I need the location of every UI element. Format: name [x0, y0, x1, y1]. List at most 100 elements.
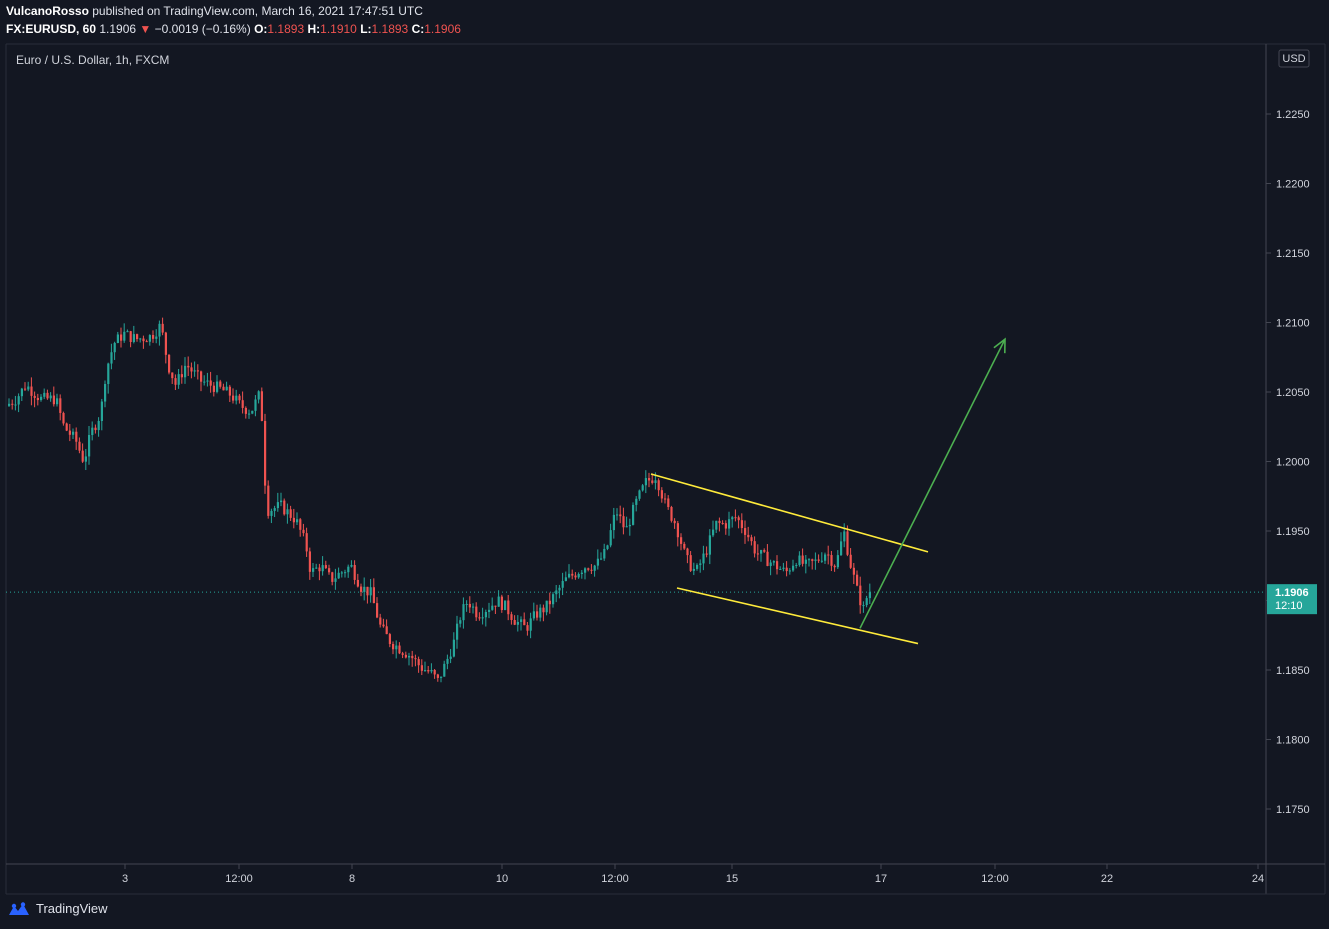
candle-body	[440, 676, 443, 678]
candle-body	[737, 517, 740, 521]
candle-body	[712, 529, 715, 536]
candle-body	[667, 498, 670, 508]
candle-body	[481, 617, 484, 619]
candle-body	[715, 520, 718, 530]
candle-body	[859, 585, 862, 606]
candle-body	[465, 603, 468, 605]
tradingview-logo-icon[interactable]	[8, 901, 30, 916]
candle-body	[235, 395, 238, 401]
channel-upper-line[interactable]	[650, 473, 929, 553]
candle-body	[590, 569, 593, 571]
candle-body	[116, 334, 119, 343]
footer-brand[interactable]: TradingView	[36, 901, 108, 916]
candle-body	[152, 335, 155, 339]
candle-body	[596, 558, 599, 566]
candle-body	[251, 410, 254, 414]
candle-body	[744, 528, 747, 535]
candle-body	[321, 565, 324, 572]
y-tick-label: 1.1850	[1276, 665, 1310, 677]
candle-body	[107, 363, 110, 384]
candle-body	[100, 401, 103, 422]
candle-body	[424, 670, 427, 672]
candle-body	[78, 441, 81, 451]
candle-body	[270, 510, 273, 516]
candle-body	[20, 388, 23, 397]
candle-body	[232, 395, 235, 401]
candle-body	[132, 334, 135, 343]
candle-body	[622, 516, 625, 528]
candle-body	[24, 388, 27, 390]
candles-layer	[8, 317, 871, 683]
candle-body	[628, 524, 631, 527]
low-label: L:	[360, 22, 372, 36]
candle-body	[139, 338, 142, 340]
author-name[interactable]: VulcanoRosso	[6, 4, 89, 18]
candle-body	[689, 555, 692, 571]
time-axis[interactable]: 3 12:00 8 10 12:00 15 17 12:00 22 24	[122, 864, 1264, 885]
candle-body	[433, 669, 436, 675]
candle-body	[664, 498, 667, 500]
candle-body	[40, 396, 43, 401]
candle-body	[625, 526, 628, 528]
candle-body	[33, 395, 36, 398]
currency-badge-label: USD	[1282, 53, 1305, 65]
candle-body	[395, 645, 398, 650]
candle-body	[104, 383, 107, 402]
candle-body	[30, 386, 33, 396]
candle-body	[692, 568, 695, 571]
candle-body	[478, 617, 481, 619]
x-tick-label: 8	[349, 873, 355, 885]
candle-body	[833, 565, 836, 568]
low-value: 1.1893	[371, 22, 409, 36]
candle-body	[827, 554, 830, 556]
x-tick-label: 22	[1101, 873, 1113, 885]
last-price: 1.1906	[99, 22, 137, 36]
candle-body	[177, 374, 180, 385]
candle-body	[795, 565, 798, 567]
candle-body	[852, 567, 855, 575]
candle-body	[49, 395, 52, 399]
currency-badge[interactable]: USD	[1278, 49, 1310, 68]
candle-body	[632, 504, 635, 525]
drawings-layer[interactable]	[650, 337, 1006, 645]
candle-body	[571, 573, 574, 576]
candle-body	[68, 430, 71, 435]
candle-body	[836, 555, 839, 568]
candle-body	[299, 519, 302, 530]
candle-body	[545, 600, 548, 613]
candle-body	[401, 653, 404, 655]
candle-body	[776, 561, 779, 570]
price-axis[interactable]: 1.2250 1.2200 1.2150 1.2100 1.2050 1.2000 1.19…	[1266, 109, 1310, 816]
candle-body	[238, 395, 241, 401]
candle-body	[840, 541, 843, 556]
candle-body	[779, 568, 782, 570]
candle-body	[747, 534, 750, 538]
candle-body	[376, 603, 379, 618]
candle-body	[820, 560, 823, 562]
candle-body	[129, 331, 132, 343]
candle-body	[222, 386, 225, 391]
candle-body	[756, 553, 759, 555]
candle-body	[260, 391, 263, 421]
symbol-label[interactable]: FX:EURUSD, 60	[6, 22, 97, 36]
close-value: 1.1906	[424, 22, 461, 36]
candle-body	[248, 413, 251, 415]
candle-body	[446, 658, 449, 664]
candle-body	[81, 450, 84, 462]
candle-body	[843, 531, 846, 542]
candle-body	[219, 381, 222, 387]
y-tick-label: 1.2050	[1276, 387, 1310, 399]
projection-arrow[interactable]	[859, 338, 1006, 629]
candle-body	[308, 551, 311, 572]
candle-body	[497, 596, 500, 607]
candle-body	[289, 509, 292, 518]
y-tick-label: 1.1800	[1276, 735, 1310, 747]
candle-body	[158, 323, 161, 337]
channel-lower-line[interactable]	[676, 587, 919, 645]
candle-body	[609, 530, 612, 546]
candle-body	[705, 553, 708, 555]
candle-body	[312, 568, 315, 572]
candle-body	[657, 480, 660, 491]
candle-body	[731, 517, 734, 520]
